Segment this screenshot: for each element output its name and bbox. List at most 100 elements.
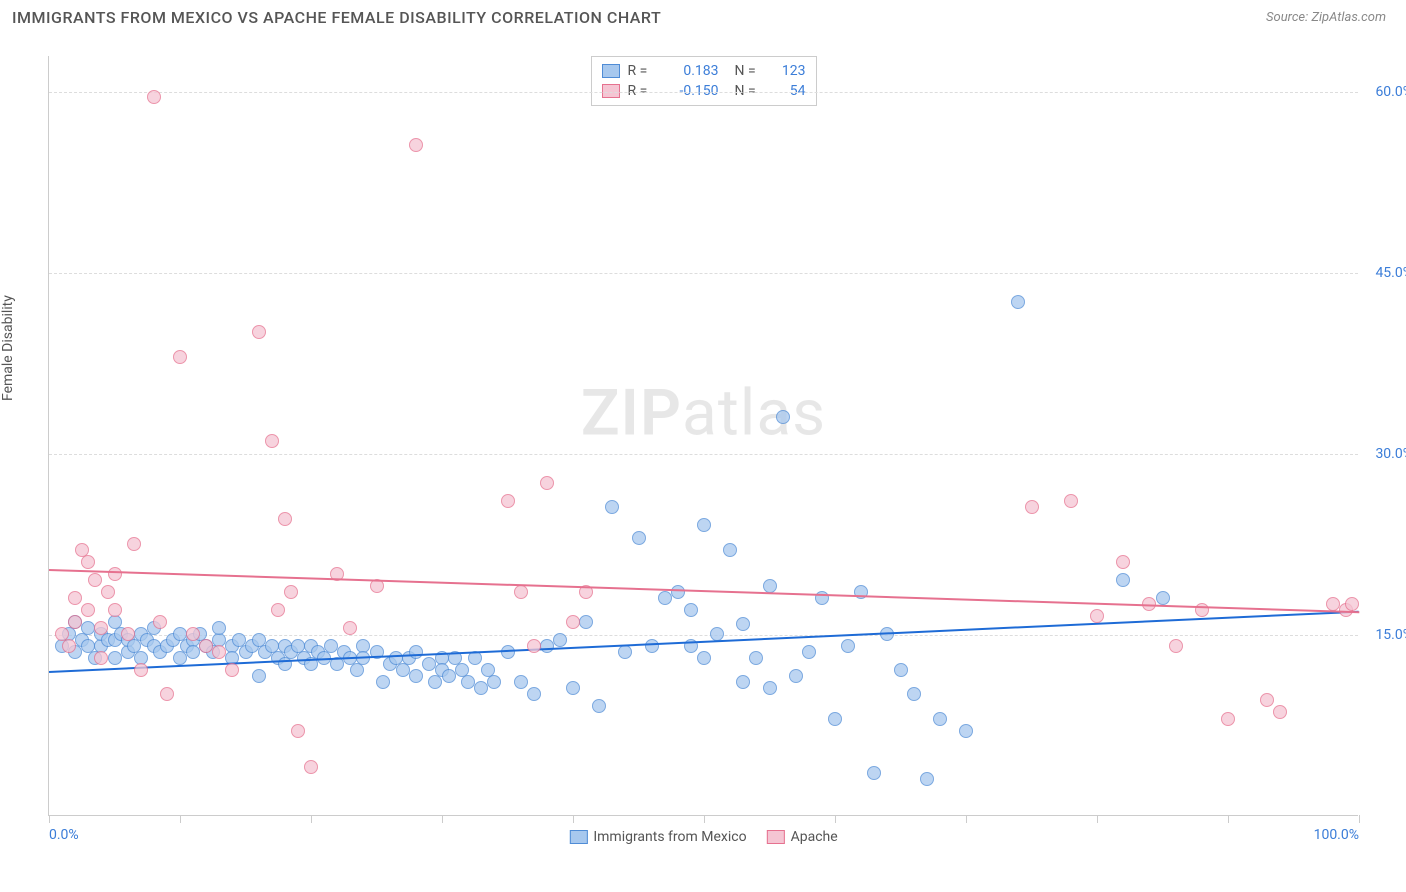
data-point [265,434,279,448]
x-tick [180,815,181,823]
data-point [933,712,947,726]
y-tick-label: 45.0% [1375,265,1406,281]
data-point [1260,693,1274,707]
data-point [284,585,298,599]
data-point [409,645,423,659]
legend-item: Apache [767,829,838,845]
data-point [1273,705,1287,719]
data-point [68,591,82,605]
data-point [442,669,456,683]
data-point [81,621,95,635]
data-point [514,675,528,689]
data-point [1221,712,1235,726]
data-point [94,621,108,635]
data-point [736,617,750,631]
r-label: R = [628,83,656,99]
x-tick [311,815,312,823]
data-point [907,687,921,701]
y-axis-label: Female Disability [0,295,16,401]
chart-title: IMMIGRANTS FROM MEXICO VS APACHE FEMALE … [12,8,661,27]
data-point [1116,555,1130,569]
x-tick [442,815,443,823]
watermark-atlas: atlas [682,375,826,450]
scatter-chart: ZIPatlas R =0.183N =123R =-0.150N =54 Im… [48,56,1358,816]
data-point [343,621,357,635]
data-point [160,687,174,701]
data-point [88,573,102,587]
data-point [789,669,803,683]
data-point [461,675,475,689]
data-point [579,615,593,629]
source-label: Source: [1266,10,1311,25]
data-point [802,645,816,659]
x-tick [704,815,705,823]
correlation-legend: R =0.183N =123R =-0.150N =54 [591,56,817,106]
data-point [723,543,737,557]
data-point [1156,591,1170,605]
data-point [501,494,515,508]
legend-swatch [602,64,620,78]
data-point [527,687,541,701]
data-point [186,645,200,659]
gridline [49,635,1358,636]
data-point [409,138,423,152]
legend-swatch [569,830,587,844]
watermark: ZIPatlas [581,375,826,450]
data-point [671,585,685,599]
source-name: ZipAtlas.com [1311,10,1386,25]
data-point [252,325,266,339]
data-point [101,585,115,599]
data-point [540,476,554,490]
data-point [527,639,541,653]
data-point [324,639,338,653]
data-point [487,675,501,689]
data-point [68,615,82,629]
data-point [710,627,724,641]
data-point [894,663,908,677]
data-point [867,766,881,780]
x-tick-label: 0.0% [49,827,79,843]
data-point [127,537,141,551]
x-tick [1097,815,1098,823]
n-value: 54 [771,83,806,99]
data-point [749,651,763,665]
data-point [697,518,711,532]
x-tick [49,815,50,823]
data-point [422,657,436,671]
data-point [566,681,580,695]
data-point [553,633,567,647]
gridline [49,454,1358,455]
data-point [566,615,580,629]
data-point [376,675,390,689]
data-point [697,651,711,665]
gridline [49,92,1358,93]
data-point [108,603,122,617]
data-point [1025,500,1039,514]
data-point [121,627,135,641]
data-point [304,760,318,774]
n-label: N = [735,83,763,99]
data-point [147,90,161,104]
data-point [173,350,187,364]
data-point [396,663,410,677]
x-tick [1359,815,1360,823]
data-point [62,639,76,653]
n-value: 123 [771,63,806,79]
data-point [1326,597,1340,611]
data-point [828,712,842,726]
data-point [514,585,528,599]
data-point [592,699,606,713]
gridline [49,273,1358,274]
data-point [252,669,266,683]
y-tick-label: 60.0% [1375,84,1406,100]
data-point [920,772,934,786]
data-point [278,512,292,526]
legend-label: Apache [791,829,838,845]
series-legend: Immigrants from MexicoApache [569,829,837,845]
data-point [1116,573,1130,587]
data-point [540,639,554,653]
data-point [81,555,95,569]
data-point [618,645,632,659]
x-tick [835,815,836,823]
data-point [108,567,122,581]
